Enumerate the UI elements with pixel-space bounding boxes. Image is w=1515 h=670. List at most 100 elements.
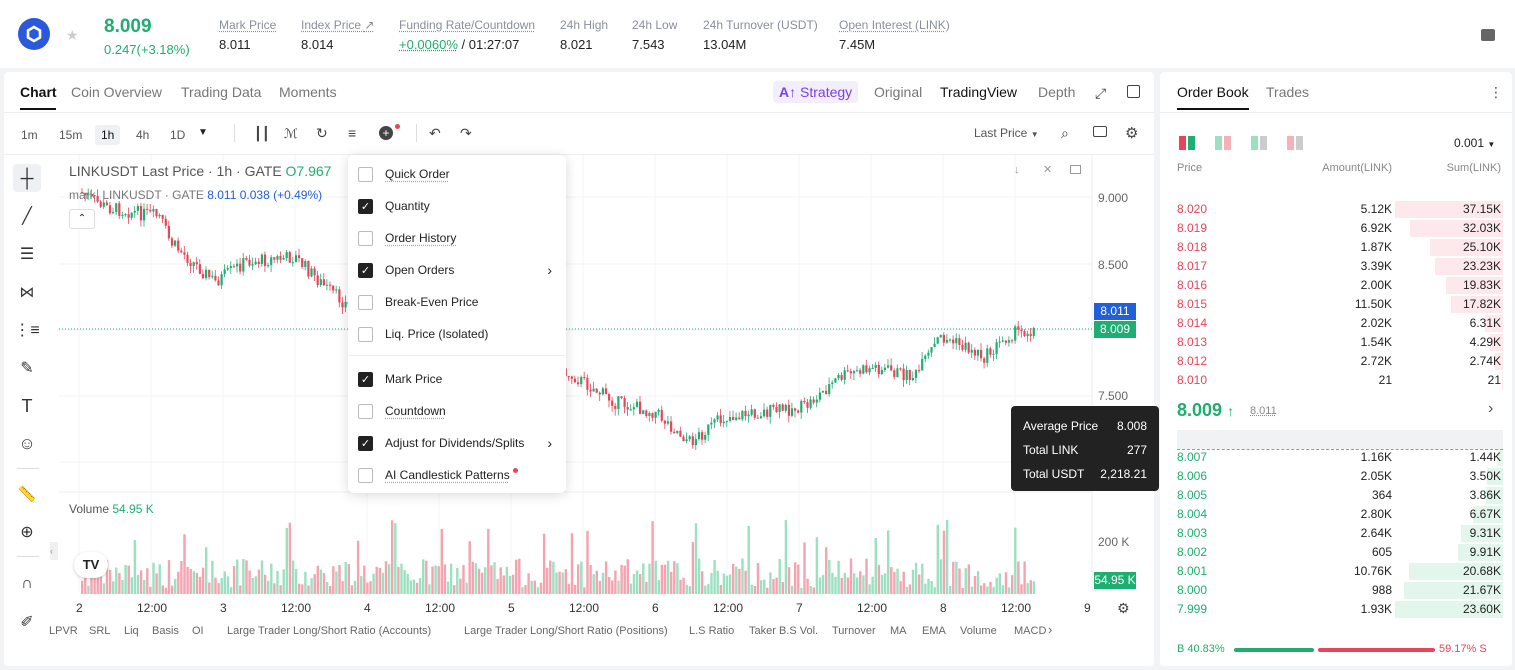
redo-icon[interactable]: ↷: [460, 125, 472, 141]
tab-coin-overview[interactable]: Coin Overview: [71, 84, 163, 100]
indicator-chip[interactable]: LPVR: [49, 625, 78, 637]
chevron-right-icon[interactable]: ›: [1048, 622, 1053, 637]
view-original[interactable]: Original: [874, 84, 923, 100]
replay-icon[interactable]: ↻: [316, 125, 328, 141]
menu-item-adjust-dividends[interactable]: ✓ Adjust for Dividends/Splits ›: [358, 431, 556, 455]
bid-row[interactable]: 7.999 1.93K 23.60K: [1177, 600, 1503, 619]
timeframe-1h[interactable]: 1h: [95, 125, 121, 145]
camera-icon[interactable]: [1093, 126, 1107, 137]
ask-row[interactable]: 8.013 1.54K 4.29K: [1177, 333, 1503, 352]
tab-chart[interactable]: Chart: [20, 84, 57, 100]
bid-row[interactable]: 8.001 10.76K 20.68K: [1177, 562, 1503, 581]
checkbox[interactable]: [358, 230, 373, 246]
indicator-chip[interactable]: Basis: [152, 625, 179, 637]
menu-item-mark-price[interactable]: ✓ Mark Price: [358, 367, 556, 391]
indicator-chip[interactable]: L.S Ratio: [689, 625, 735, 637]
chevron-down-icon[interactable]: ▼: [198, 127, 208, 138]
strategy-button[interactable]: A↑ Strategy: [773, 81, 859, 103]
menu-item-open-orders[interactable]: ✓ Open Orders ›: [358, 258, 556, 282]
list-icon[interactable]: ≡: [348, 125, 357, 141]
indicator-chip[interactable]: Large Trader Long/Short Ratio (Positions…: [464, 625, 668, 637]
maximize-icon[interactable]: [1070, 165, 1081, 174]
fib-icon[interactable]: ⋮≡: [14, 322, 40, 339]
undo-icon[interactable]: ↶: [429, 125, 441, 141]
indicator-chip[interactable]: MA: [890, 625, 907, 637]
bid-row[interactable]: 8.007 1.16K 1.44K: [1177, 448, 1503, 467]
view-depth[interactable]: Depth: [1038, 84, 1076, 100]
ask-row[interactable]: 8.018 1.87K 25.10K: [1177, 238, 1503, 257]
menu-item-order-history[interactable]: Order History: [358, 226, 556, 250]
indicator-chip[interactable]: Volume: [960, 625, 997, 637]
crosshair-icon[interactable]: ┼: [13, 164, 41, 192]
search-icon[interactable]: ⌕: [1061, 125, 1069, 141]
tab-trading-data[interactable]: Trading Data: [181, 84, 262, 100]
ask-row[interactable]: 8.015 11.50K 17.82K: [1177, 295, 1503, 314]
checkbox[interactable]: [358, 294, 373, 310]
stat-index-price[interactable]: Index Price ↗ 8.014: [301, 18, 374, 52]
timeframe-15m[interactable]: 15m: [59, 128, 83, 142]
view-asks-icon[interactable]: [1287, 136, 1303, 150]
settings-gear-icon[interactable]: ⚙: [1125, 125, 1139, 142]
collapse-toolbar-icon[interactable]: ‹: [50, 542, 58, 560]
bid-row[interactable]: 8.005 364 3.86K: [1177, 486, 1503, 505]
tab-order-book[interactable]: Order Book: [1177, 84, 1249, 100]
checkbox-checked[interactable]: ✓: [358, 435, 373, 451]
indicator-chip[interactable]: EMA: [922, 625, 946, 637]
indicator-chip[interactable]: SRL: [89, 625, 111, 637]
precision-select[interactable]: 0.001 ▼: [1454, 136, 1495, 150]
trend-line-icon[interactable]: ╱: [22, 208, 32, 225]
add-icon[interactable]: +: [379, 126, 393, 140]
magnet-icon[interactable]: ∩: [21, 575, 33, 592]
ask-row[interactable]: 8.012 2.72K 2.74K: [1177, 352, 1503, 371]
ask-row[interactable]: 8.014 2.02K 6.31K: [1177, 314, 1503, 333]
view-tradingview[interactable]: TradingView: [940, 84, 1018, 100]
bid-row[interactable]: 8.006 2.05K 3.50K: [1177, 467, 1503, 486]
ask-row[interactable]: 8.010 21 21: [1177, 371, 1503, 390]
stat-open-interest[interactable]: Open Interest (LINK) 7.45M: [839, 18, 950, 52]
expand-icon[interactable]: ⤢: [1095, 85, 1107, 101]
indicator-chip[interactable]: Taker B.S Vol.: [749, 625, 819, 637]
indicator-chip[interactable]: Turnover: [832, 625, 876, 637]
window-icon[interactable]: [1127, 85, 1140, 98]
pencil-lock-icon[interactable]: ✐: [20, 614, 34, 631]
bid-row[interactable]: 8.002 605 9.91K: [1177, 543, 1503, 562]
price-chart[interactable]: [4, 72, 1154, 666]
chevron-right-icon[interactable]: ›: [1488, 400, 1494, 417]
indicator-icon[interactable]: ℳ: [284, 126, 298, 141]
price-source-select[interactable]: Last Price ▼: [974, 126, 1039, 140]
menu-item-quantity[interactable]: ✓ Quantity: [358, 194, 556, 218]
indicator-chip[interactable]: OI: [192, 625, 204, 637]
checkbox[interactable]: [358, 166, 373, 182]
more-icon[interactable]: ⋮: [1489, 84, 1503, 100]
checkbox-checked[interactable]: ✓: [358, 371, 373, 387]
menu-item-liq-price[interactable]: Liq. Price (Isolated): [358, 322, 556, 346]
bid-row[interactable]: 8.003 2.64K 9.31K: [1177, 524, 1503, 543]
menu-item-break-even[interactable]: Break-Even Price: [358, 290, 556, 314]
indicator-chip[interactable]: Large Trader Long/Short Ratio (Accounts): [227, 625, 432, 637]
legend-collapse-icon[interactable]: ⌃: [69, 209, 95, 229]
stat-funding-rate[interactable]: Funding Rate/Countdown +0.0060% / 01:27:…: [399, 18, 535, 52]
candlestick-icon[interactable]: ┃┃: [254, 126, 270, 141]
horizontal-lines-icon[interactable]: ☰: [19, 246, 35, 263]
menu-item-ai-patterns[interactable]: AI Candlestick Patterns: [358, 463, 556, 487]
close-icon[interactable]: ✕: [1043, 164, 1053, 176]
view-both-icon[interactable]: [1179, 136, 1195, 150]
checkbox[interactable]: [358, 467, 373, 483]
timeframe-4h[interactable]: 4h: [136, 128, 150, 142]
axis-settings-icon[interactable]: ⚙: [1117, 600, 1130, 616]
tradingview-logo[interactable]: TV: [74, 552, 108, 578]
menu-item-countdown[interactable]: Countdown: [358, 399, 556, 423]
ruler-icon[interactable]: 📏: [17, 486, 37, 503]
view-bids-icon[interactable]: [1251, 136, 1267, 150]
checkbox-checked[interactable]: ✓: [358, 262, 373, 278]
book-icon[interactable]: [1481, 29, 1495, 41]
checkbox[interactable]: [358, 403, 373, 419]
tab-moments[interactable]: Moments: [279, 84, 337, 100]
pattern-icon[interactable]: ⋈: [19, 284, 35, 301]
checkbox-checked[interactable]: ✓: [358, 198, 373, 214]
brush-icon[interactable]: ✎: [20, 360, 34, 377]
ask-row[interactable]: 8.017 3.39K 23.23K: [1177, 257, 1503, 276]
zoom-in-icon[interactable]: ⊕: [20, 524, 34, 541]
ask-row[interactable]: 8.019 6.92K 32.03K: [1177, 219, 1503, 238]
stat-mark-price[interactable]: Mark Price 8.011: [219, 18, 276, 52]
